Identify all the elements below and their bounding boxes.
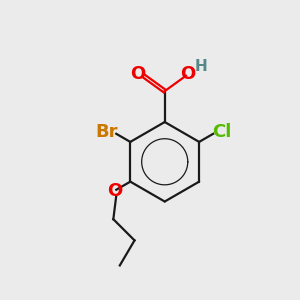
Text: Cl: Cl <box>212 123 231 141</box>
Text: H: H <box>195 59 208 74</box>
Text: Br: Br <box>96 123 118 141</box>
Text: O: O <box>130 65 146 83</box>
Text: O: O <box>180 65 195 83</box>
Text: O: O <box>107 182 122 200</box>
